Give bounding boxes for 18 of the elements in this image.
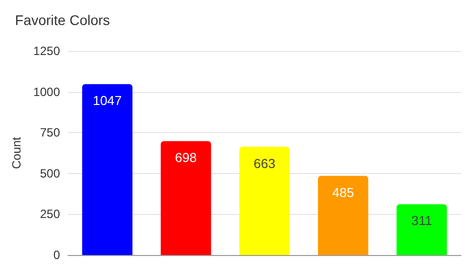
bar — [239, 146, 290, 255]
y-tick-label: 0 — [53, 248, 60, 262]
chart-title: Favorite Colors — [15, 12, 110, 28]
y-tick-label: 1250 — [33, 44, 60, 58]
bar — [82, 84, 132, 255]
data-label: 663 — [254, 156, 276, 171]
data-label: 311 — [411, 213, 432, 228]
y-tick-label: 500 — [40, 166, 60, 180]
y-tick-label: 750 — [40, 126, 60, 140]
y-tick-label: 1000 — [33, 84, 60, 99]
bar — [318, 176, 368, 255]
y-axis-title: Count — [9, 136, 24, 170]
data-label: 1047 — [92, 93, 122, 108]
bar — [396, 204, 447, 255]
data-label: 698 — [175, 150, 197, 166]
y-tick-label: 250 — [40, 207, 60, 222]
bar — [160, 141, 212, 255]
data-label: 485 — [332, 184, 354, 200]
